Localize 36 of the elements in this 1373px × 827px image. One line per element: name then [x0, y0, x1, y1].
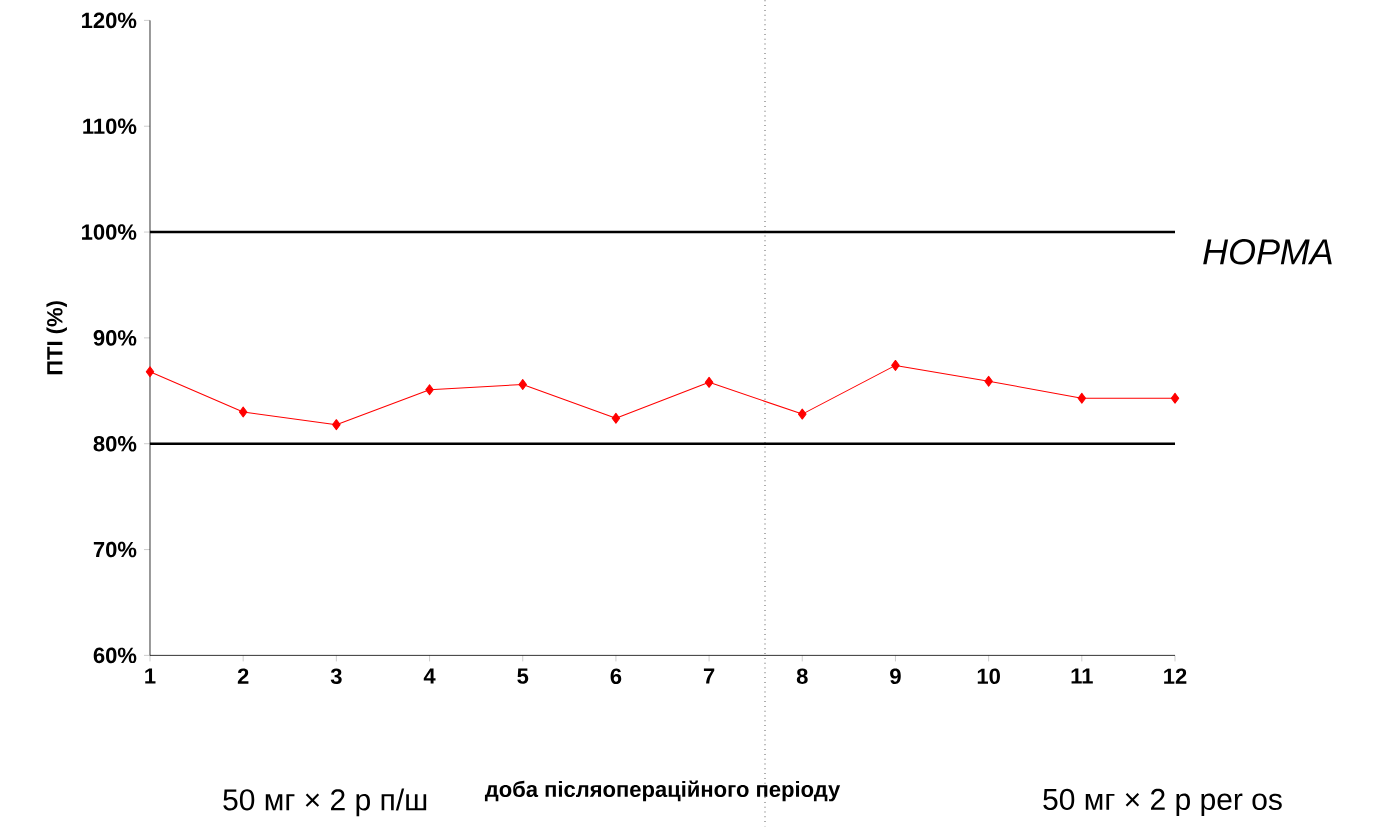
x-tick-label: 5 [517, 668, 529, 684]
x-tick-label: 3 [330, 668, 342, 685]
y-tick-label: 110% [83, 118, 137, 135]
y-tick-label: 60% [93, 647, 137, 664]
point [332, 419, 341, 431]
text: 50 мг × 2 р п/ш [223, 788, 427, 817]
x-tick-label: 9 [890, 668, 901, 685]
point [145, 366, 155, 378]
x-axis-title: доба післяопераційного періоду [484, 780, 841, 802]
y-tick-label: 80% [93, 436, 137, 452]
x-tick-label: 1 [145, 668, 156, 684]
point [1077, 392, 1087, 404]
x-tick-label: 2 [237, 668, 249, 684]
x-tick-label: 12 [1164, 668, 1187, 684]
point [238, 406, 248, 418]
x-tick-label: 8 [796, 668, 808, 685]
point [425, 384, 434, 396]
y-axis-title: ПТІ (%) [46, 301, 67, 375]
ref-line-label: НОРМА [1203, 239, 1332, 265]
y-tick-label: 120% [82, 12, 137, 29]
x-tick-label: 11 [1071, 668, 1093, 684]
point [798, 408, 807, 420]
text: 50 мг × 2 р per os [1043, 788, 1282, 817]
x-tick-label: 6 [610, 668, 622, 685]
x-tick-label: 7 [703, 668, 715, 684]
point [611, 412, 621, 424]
point [891, 360, 900, 372]
y-tick-label: 70% [93, 541, 137, 558]
y-tick-label: 100% [82, 224, 137, 240]
point [984, 375, 993, 387]
x-tick-label: 10 [977, 668, 1000, 685]
point [704, 376, 714, 388]
point [518, 379, 527, 391]
y-tick-label: 90% [93, 330, 137, 346]
x-tick-label: 4 [423, 668, 436, 684]
point [1170, 392, 1180, 404]
